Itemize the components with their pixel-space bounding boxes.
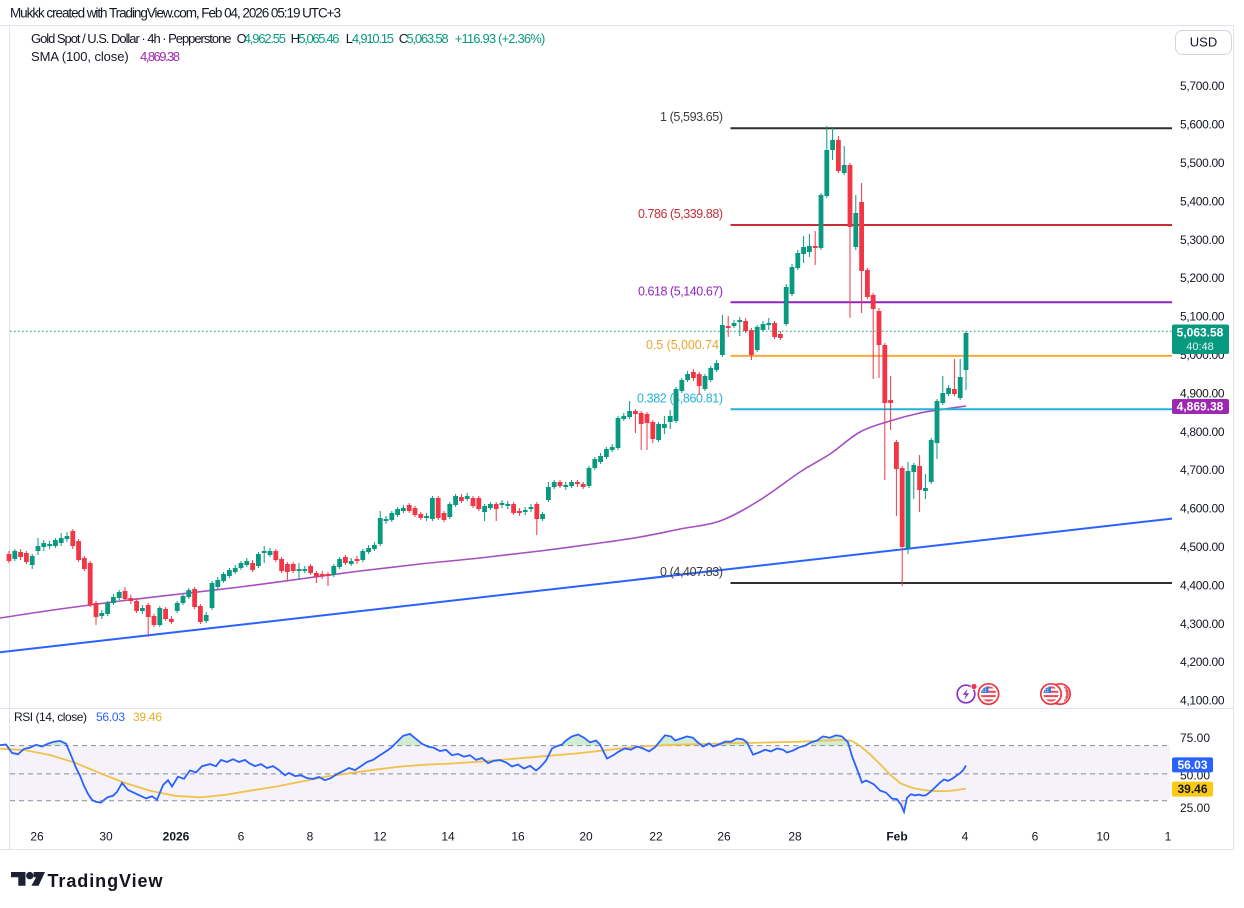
svg-text:2026: 2026	[163, 830, 190, 844]
svg-text:4,800.00: 4,800.00	[1180, 425, 1225, 439]
svg-text:5,600.00: 5,600.00	[1180, 118, 1225, 132]
svg-text:39.46: 39.46	[1177, 782, 1207, 796]
svg-text:5,100.00: 5,100.00	[1180, 310, 1225, 324]
svg-text:16: 16	[511, 830, 525, 844]
svg-text:4,100.00: 4,100.00	[1180, 694, 1225, 708]
svg-text:5,300.00: 5,300.00	[1180, 233, 1225, 247]
svg-text:39.46: 39.46	[133, 710, 162, 724]
svg-text:40:48: 40:48	[1186, 341, 1214, 353]
svg-text:0.786 (5,339.88): 0.786 (5,339.88)	[638, 207, 723, 221]
svg-text:RSI (14, close): RSI (14, close)	[14, 710, 87, 724]
svg-text:75.00: 75.00	[1180, 731, 1210, 745]
svg-text:USD: USD	[1190, 35, 1217, 50]
svg-text:20: 20	[579, 830, 593, 844]
svg-text:6: 6	[238, 830, 245, 844]
svg-text:1: 1	[1165, 830, 1172, 844]
svg-text:0.382 (4,860.81): 0.382 (4,860.81)	[637, 391, 723, 405]
svg-text:+116.93 (+2.36%): +116.93 (+2.36%)	[455, 31, 546, 46]
svg-text:26: 26	[30, 830, 44, 844]
svg-text:SMA (100, close): SMA (100, close)	[31, 49, 129, 64]
svg-text:56.03: 56.03	[1177, 758, 1207, 772]
svg-text:8: 8	[307, 830, 314, 844]
svg-text:5,063.58: 5,063.58	[1177, 326, 1224, 340]
svg-text:5,065.46: 5,065.46	[298, 31, 339, 46]
svg-text:26: 26	[717, 830, 731, 844]
svg-text:22: 22	[649, 830, 663, 844]
svg-text:Feb: Feb	[886, 830, 907, 844]
svg-text:4,300.00: 4,300.00	[1180, 617, 1225, 631]
svg-text:12: 12	[373, 830, 387, 844]
svg-text:4,600.00: 4,600.00	[1180, 502, 1225, 516]
svg-text:0.5 (5,000.74): 0.5 (5,000.74)	[646, 338, 723, 352]
svg-text:25.00: 25.00	[1180, 801, 1210, 815]
svg-text:TradingView: TradingView	[48, 871, 164, 891]
svg-text:O: O	[237, 31, 247, 46]
svg-text:5,400.00: 5,400.00	[1180, 194, 1225, 208]
svg-text:0 (4,407.83): 0 (4,407.83)	[660, 565, 723, 579]
svg-text:L: L	[346, 31, 353, 46]
svg-text:4,900.00: 4,900.00	[1180, 386, 1225, 400]
svg-text:4,962.55: 4,962.55	[244, 31, 286, 46]
svg-text:5,200.00: 5,200.00	[1180, 271, 1225, 285]
svg-text:56.03: 56.03	[96, 710, 125, 724]
svg-text:H: H	[291, 31, 300, 46]
svg-text:4,500.00: 4,500.00	[1180, 540, 1225, 554]
svg-text:4,200.00: 4,200.00	[1180, 655, 1225, 669]
svg-text:4,700.00: 4,700.00	[1180, 463, 1225, 477]
svg-text:4,869.38: 4,869.38	[140, 49, 180, 64]
svg-text:4,400.00: 4,400.00	[1180, 578, 1225, 592]
svg-text:Mukkk created with TradingView: Mukkk created with TradingView.com, Feb …	[10, 6, 341, 21]
svg-text:5,063.58: 5,063.58	[406, 31, 448, 46]
svg-text:6: 6	[1032, 830, 1039, 844]
svg-text:4,869.38: 4,869.38	[1177, 400, 1224, 414]
svg-text:5,500.00: 5,500.00	[1180, 156, 1225, 170]
svg-text:10: 10	[1096, 830, 1110, 844]
svg-text:0.618 (5,140.67): 0.618 (5,140.67)	[638, 284, 723, 298]
svg-text:Gold Spot / U.S. Dollar · 4h ·: Gold Spot / U.S. Dollar · 4h · Peppersto…	[31, 31, 232, 46]
svg-text:30: 30	[99, 830, 113, 844]
svg-text:C: C	[399, 31, 408, 46]
svg-text:4: 4	[962, 830, 969, 844]
svg-text:14: 14	[441, 830, 455, 844]
svg-text:5,700.00: 5,700.00	[1180, 79, 1225, 93]
svg-text:28: 28	[788, 830, 802, 844]
svg-text:1 (5,593.65): 1 (5,593.65)	[660, 110, 723, 124]
svg-text:4,910.15: 4,910.15	[352, 31, 394, 46]
